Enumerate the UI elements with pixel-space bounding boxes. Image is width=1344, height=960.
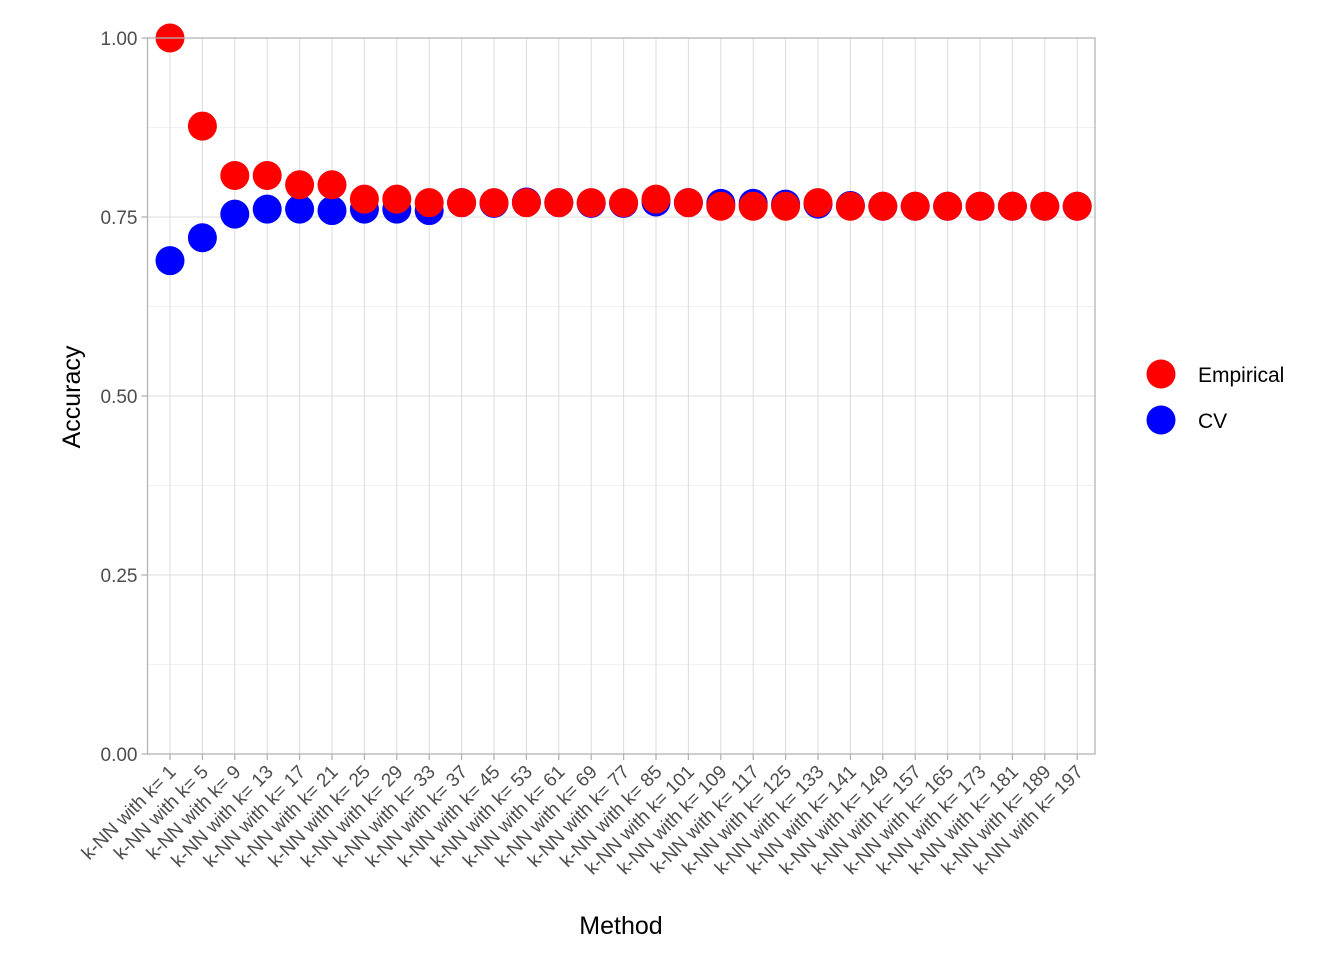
- empirical-points: [155, 23, 1092, 221]
- empirical-point: [285, 170, 315, 200]
- empirical-point: [382, 184, 412, 214]
- empirical-point: [220, 160, 250, 190]
- empirical-point: [900, 191, 930, 221]
- cv-point: [187, 223, 217, 253]
- empirical-point: [414, 188, 444, 218]
- legend-key: [1146, 359, 1176, 389]
- y-tick-label: 0.25: [101, 566, 138, 587]
- empirical-point: [479, 188, 509, 218]
- empirical-point: [641, 184, 671, 214]
- empirical-point: [252, 160, 282, 190]
- empirical-point: [1030, 191, 1060, 221]
- empirical-point: [609, 188, 639, 218]
- y-tick-label: 1.00: [101, 29, 138, 50]
- empirical-point: [317, 170, 347, 200]
- empirical-point: [997, 191, 1027, 221]
- empirical-point: [447, 188, 477, 218]
- empirical-point: [349, 184, 379, 214]
- empirical-point: [511, 188, 541, 218]
- legend: Empirical CV: [1146, 359, 1284, 435]
- legend-label: Empirical: [1198, 364, 1284, 387]
- empirical-point: [1062, 191, 1092, 221]
- cv-point: [285, 194, 315, 224]
- cv-point: [220, 199, 250, 229]
- empirical-point: [738, 191, 768, 221]
- empirical-point: [576, 188, 606, 218]
- x-axis: k-NN with k= 1k-NN with k= 5k-NN with k=…: [78, 754, 1088, 879]
- empirical-point: [965, 191, 995, 221]
- empirical-point: [544, 188, 574, 218]
- grid-layer: [147, 37, 1095, 755]
- y-tick-label: 0.75: [101, 208, 138, 229]
- empirical-point: [868, 191, 898, 221]
- empirical-point: [187, 111, 217, 141]
- cv-point: [317, 196, 347, 226]
- legend-key: [1146, 405, 1176, 435]
- empirical-point: [835, 191, 865, 221]
- empirical-point: [803, 188, 833, 218]
- empirical-point: [771, 191, 801, 221]
- y-tick-label: 0.50: [101, 387, 138, 408]
- empirical-point: [933, 191, 963, 221]
- empirical-point: [673, 188, 703, 218]
- x-axis-title: Method: [579, 912, 662, 940]
- legend-label: CV: [1198, 410, 1227, 433]
- y-tick-label: 0.00: [101, 745, 138, 766]
- cv-point: [252, 194, 282, 224]
- y-axis-title: Accuracy: [58, 345, 86, 448]
- y-axis: 0.00 0.25 0.50 0.75 1.00: [101, 29, 148, 766]
- empirical-point: [706, 191, 736, 221]
- cv-point: [155, 246, 185, 276]
